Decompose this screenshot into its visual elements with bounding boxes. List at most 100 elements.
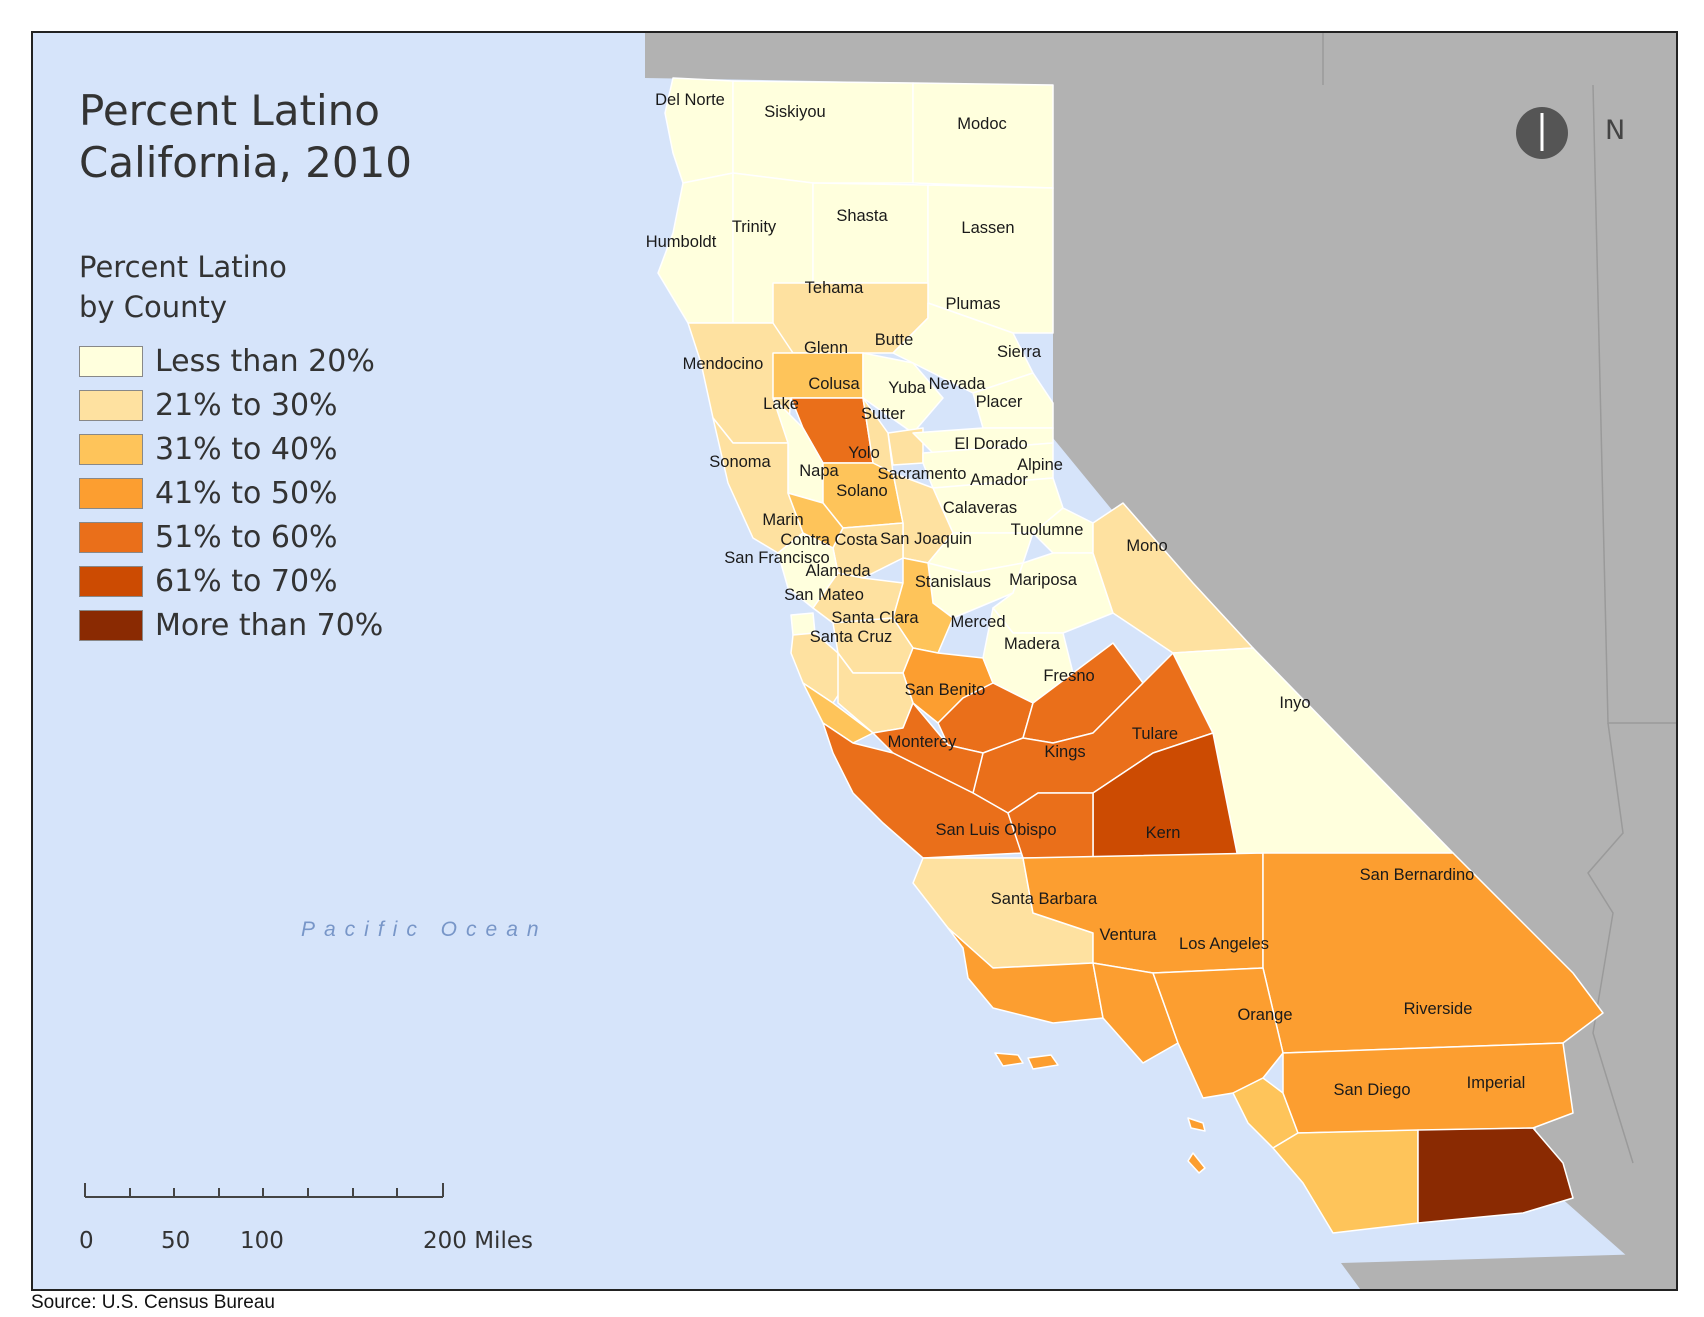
- county-label-napa: Napa: [799, 462, 839, 480]
- county-label-san-luis-obispo: San Luis Obispo: [935, 821, 1056, 839]
- legend-swatch: [79, 609, 143, 641]
- county-label-placer: Placer: [976, 393, 1023, 411]
- county-ventura[interactable]: [1092, 962, 1179, 1064]
- county-label-trinity: Trinity: [732, 218, 777, 236]
- legend-swatch: [79, 389, 143, 421]
- county-label-mendocino: Mendocino: [683, 355, 764, 373]
- county-label-orange: Orange: [1237, 1006, 1292, 1024]
- legend-label: 61% to 70%: [155, 563, 338, 599]
- scale-label-50: 50: [161, 1228, 191, 1254]
- legend-item: 41% to 50%: [79, 471, 383, 515]
- island-3: [1187, 1117, 1206, 1132]
- county-label-mono: Mono: [1126, 537, 1167, 555]
- county-label-humboldt: Humboldt: [646, 233, 717, 251]
- county-label-los-angeles: Los Angeles: [1179, 935, 1269, 953]
- california-map[interactable]: Del Norte Siskiyou Modoc Humboldt Trinity Sha…: [33, 33, 1678, 1291]
- county-label-san-diego: San Diego: [1333, 1081, 1410, 1099]
- county-label-imperial: Imperial: [1467, 1074, 1526, 1092]
- county-san-diego[interactable]: [1272, 1129, 1419, 1234]
- county-label-sierra: Sierra: [997, 343, 1042, 361]
- county-imperial[interactable]: [1417, 1127, 1574, 1224]
- county-label-yolo: Yolo: [848, 444, 880, 462]
- county-label-el-dorado: El Dorado: [954, 435, 1027, 453]
- county-label-siskiyou: Siskiyou: [764, 103, 825, 121]
- county-label-glenn: Glenn: [804, 339, 848, 357]
- legend-title-line1: Percent Latino: [79, 250, 287, 284]
- county-label-butte: Butte: [875, 331, 914, 349]
- county-riverside[interactable]: [1282, 1042, 1574, 1134]
- county-label-del-norte: Del Norte: [655, 91, 725, 109]
- county-label-colusa: Colusa: [808, 375, 860, 393]
- county-label-san-mateo: San Mateo: [784, 586, 864, 604]
- legend-label: 41% to 50%: [155, 475, 338, 511]
- state-line-3: [1587, 722, 1634, 1164]
- legend-swatch: [79, 345, 143, 377]
- island-2: [1027, 1054, 1059, 1070]
- county-label-yuba: Yuba: [888, 379, 926, 397]
- legend-swatch: [79, 521, 143, 553]
- county-label-monterey: Monterey: [888, 733, 958, 751]
- county-label-santa-clara: Santa Clara: [831, 609, 919, 627]
- legend-swatch: [79, 477, 143, 509]
- county-label-modoc: Modoc: [957, 115, 1007, 133]
- county-modoc[interactable]: [912, 82, 1054, 189]
- county-nevada[interactable]: [912, 427, 1054, 454]
- county-label-san-joaquin: San Joaquin: [880, 530, 972, 548]
- county-label-solano: Solano: [836, 482, 887, 500]
- county-shasta[interactable]: [812, 182, 929, 284]
- scale-label-100: 100: [240, 1228, 284, 1254]
- county-label-merced: Merced: [950, 613, 1005, 631]
- county-label-tulare: Tulare: [1132, 725, 1178, 743]
- county-label-mariposa: Mariposa: [1009, 571, 1078, 589]
- legend-item: More than 70%: [79, 603, 383, 647]
- county-sierra[interactable]: [972, 372, 1054, 429]
- county-label-sutter: Sutter: [861, 405, 906, 423]
- county-siskiyou[interactable]: [732, 80, 914, 184]
- county-labels: Del Norte Siskiyou Modoc Humboldt Trinity Sha…: [646, 91, 1526, 1099]
- county-label-sonoma: Sonoma: [709, 453, 771, 471]
- legend-item: 21% to 30%: [79, 383, 383, 427]
- north-arrow-icon: [1516, 107, 1568, 159]
- mexico-land: [1341, 1253, 1676, 1289]
- legend-item: Less than 20%: [79, 339, 383, 383]
- legend-swatch: [79, 433, 143, 465]
- scale-label-0: 0: [79, 1228, 94, 1254]
- county-label-amador: Amador: [970, 471, 1028, 489]
- ocean-label: Pacific Ocean: [301, 918, 548, 941]
- county-label-fresno: Fresno: [1043, 667, 1094, 685]
- county-label-lassen: Lassen: [961, 219, 1014, 237]
- county-label-marin: Marin: [762, 511, 803, 529]
- legend-label: 31% to 40%: [155, 431, 338, 467]
- county-butte[interactable]: [862, 352, 944, 434]
- map-title-line2: California, 2010: [79, 138, 413, 187]
- legend-item: 51% to 60%: [79, 515, 383, 559]
- county-plumas[interactable]: [892, 302, 1034, 394]
- county-label-santa-cruz: Santa Cruz: [810, 628, 893, 646]
- county-label-ventura: Ventura: [1100, 926, 1158, 944]
- county-label-san-bernardino: San Bernardino: [1360, 866, 1475, 884]
- county-label-riverside: Riverside: [1404, 1000, 1473, 1018]
- legend-label: More than 70%: [155, 607, 384, 643]
- scale-label-200: 200 Miles: [423, 1228, 533, 1254]
- map-frame: Del Norte Siskiyou Modoc Humboldt Trinity Sha…: [31, 31, 1678, 1291]
- county-label-shasta: Shasta: [836, 207, 888, 225]
- county-label-kings: Kings: [1044, 743, 1085, 761]
- county-label-alameda: Alameda: [805, 562, 871, 580]
- county-label-madera: Madera: [1004, 635, 1061, 653]
- map-title-line1: Percent Latino: [79, 86, 380, 135]
- legend-title: Percent Latino by County: [79, 247, 287, 327]
- legend-title-line2: by County: [79, 290, 228, 324]
- county-label-plumas: Plumas: [945, 295, 1000, 313]
- county-santa-barbara[interactable]: [947, 927, 1104, 1024]
- oregon-land: [645, 33, 1676, 85]
- legend-item: 61% to 70%: [79, 559, 383, 603]
- county-label-tehama: Tehama: [805, 279, 865, 297]
- legend-label: 51% to 60%: [155, 519, 338, 555]
- island-4: [1187, 1152, 1206, 1174]
- legend-label: Less than 20%: [155, 343, 375, 379]
- island-1: [994, 1052, 1024, 1067]
- county-santa-cruz[interactable]: [802, 682, 874, 744]
- source-note: Source: U.S. Census Bureau: [31, 1292, 275, 1313]
- county-kings[interactable]: [1007, 792, 1094, 859]
- county-label-kern: Kern: [1146, 824, 1181, 842]
